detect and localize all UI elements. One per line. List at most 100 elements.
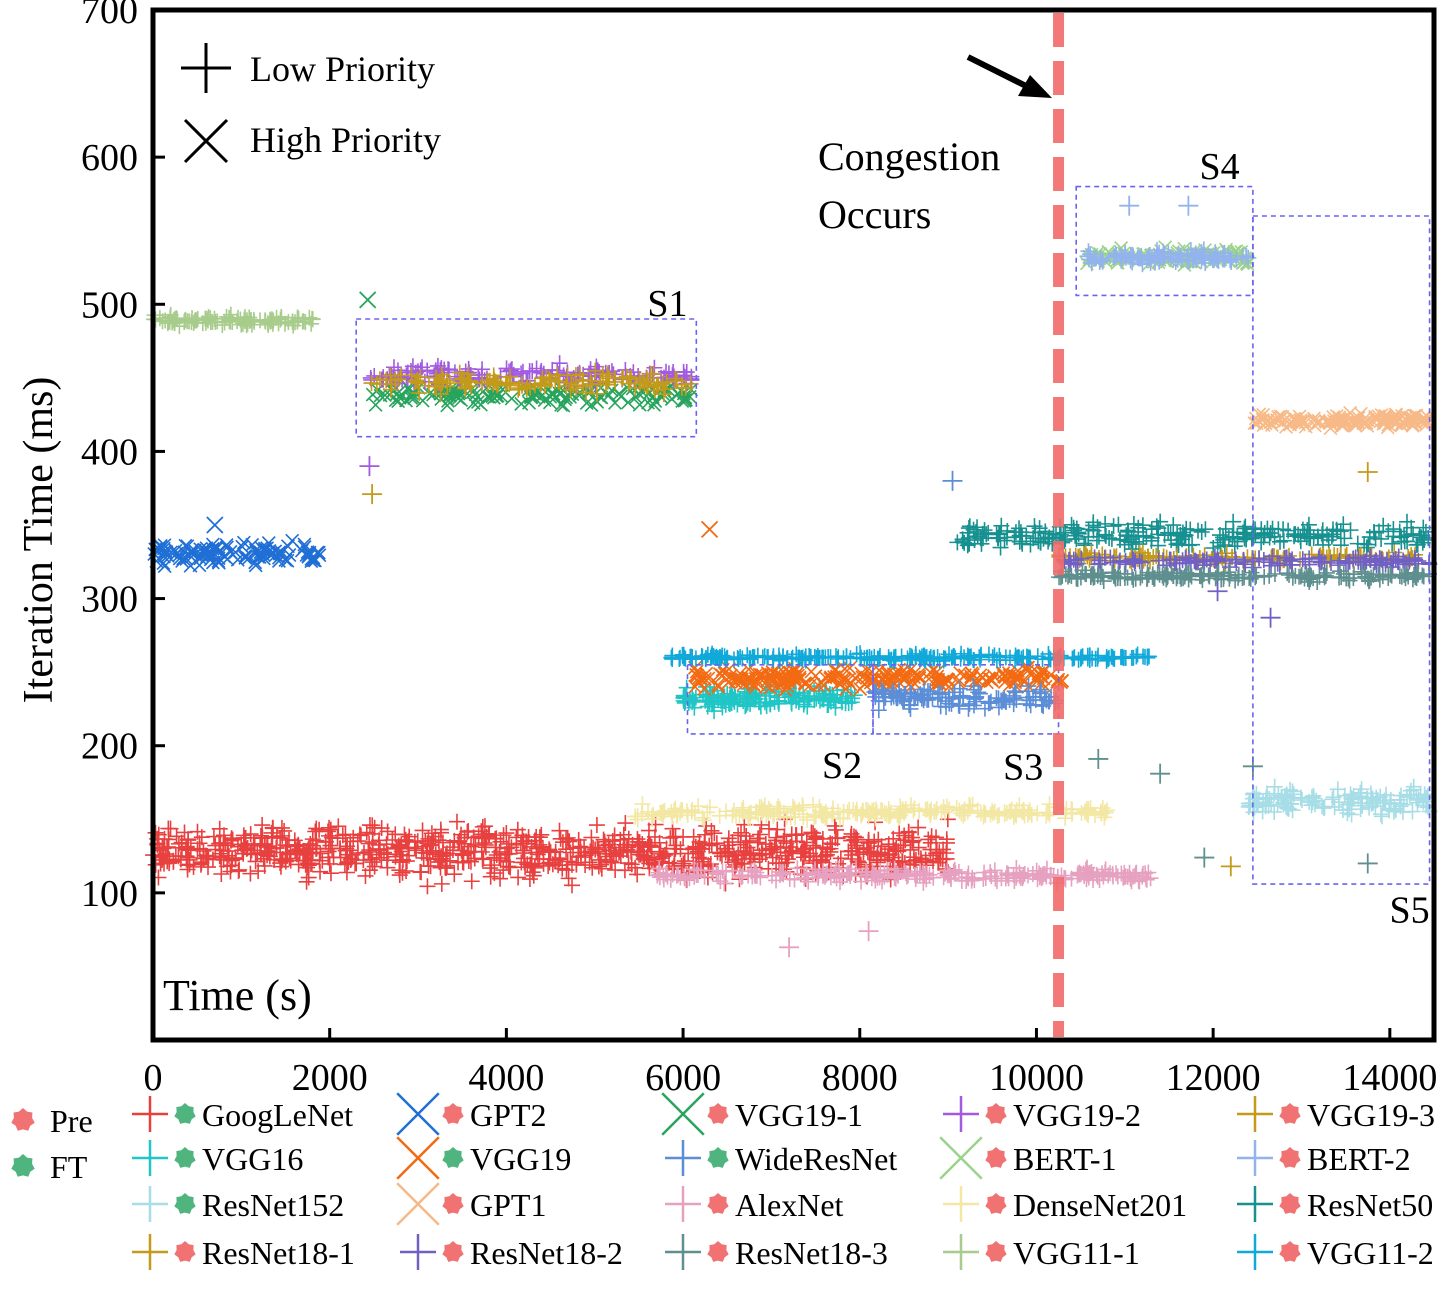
data-point [219, 538, 234, 552]
data-point [243, 842, 260, 859]
data-point [526, 859, 543, 876]
data-point [345, 829, 362, 846]
legend-item-VGG19: VGG19 [396, 1136, 571, 1180]
data-point [584, 398, 599, 413]
data-point [891, 825, 908, 842]
data-point [849, 853, 866, 870]
data-point [320, 843, 337, 860]
x-tick-label: 6000 [645, 1057, 721, 1099]
outlier-point [1207, 581, 1228, 602]
data-point [211, 835, 228, 852]
data-point [938, 834, 955, 851]
data-point [680, 845, 697, 862]
phase-badge-icon [1279, 1147, 1301, 1168]
legend-plus-symbol [943, 1096, 979, 1132]
data-point [446, 866, 463, 883]
legend-x-symbol [396, 1136, 440, 1180]
data-point [147, 824, 164, 841]
legend-plus-symbol [1237, 1186, 1273, 1222]
phase-badge-icon [1279, 1103, 1301, 1124]
data-point [1152, 513, 1169, 530]
data-point [774, 648, 791, 665]
data-point [361, 862, 378, 879]
region-label-S3: S3 [1003, 747, 1043, 789]
phase-badge-icon [442, 1103, 464, 1124]
data-point [415, 849, 432, 866]
legend-item-VGG19-2: VGG19-2 [943, 1096, 1141, 1133]
legend-label: AlexNet [735, 1187, 844, 1223]
data-point [880, 836, 897, 853]
legend-x-symbol [396, 1092, 440, 1136]
data-point [204, 851, 221, 868]
data-point [588, 817, 605, 834]
phase-badge-icon [174, 1193, 196, 1214]
data-point [842, 828, 859, 845]
data-point [364, 854, 381, 871]
phase-badge-icon [707, 1241, 729, 1262]
data-point [433, 875, 450, 892]
high-priority-symbol [183, 118, 229, 164]
data-point [653, 850, 670, 867]
data-point [552, 830, 569, 847]
data-point [706, 825, 723, 842]
legend-item-GPT2: GPT2 [396, 1092, 546, 1136]
data-point [321, 855, 338, 872]
data-point [195, 842, 212, 859]
data-point [905, 849, 922, 866]
data-point [518, 833, 535, 850]
legend-label: VGG11-1 [1013, 1235, 1140, 1271]
phase-legend-ft: FT [50, 1149, 88, 1185]
data-point [476, 835, 493, 852]
outlier-point [359, 456, 380, 477]
data-point [690, 849, 707, 866]
data-point [521, 871, 538, 888]
data-point [379, 859, 396, 876]
data-point [298, 873, 315, 890]
data-point [181, 851, 198, 868]
phase-badge-icon [1279, 1193, 1301, 1214]
outlier-point [1150, 763, 1171, 784]
data-point [583, 829, 600, 846]
data-point [672, 841, 689, 858]
data-point [788, 827, 805, 844]
data-point [600, 836, 617, 853]
legend-item-ResNet50: ResNet50 [1237, 1186, 1433, 1223]
data-point [256, 836, 273, 853]
data-point [272, 855, 289, 872]
legend-label: BERT-2 [1307, 1141, 1411, 1177]
region-label-S5: S5 [1389, 889, 1429, 931]
data-point [1101, 530, 1118, 547]
data-point [724, 834, 741, 851]
data-point [213, 865, 230, 882]
data-point [513, 854, 530, 871]
data-point [476, 818, 493, 835]
data-point [482, 868, 499, 885]
legend-plus-symbol [132, 1234, 168, 1270]
phase-badge-icon [174, 1103, 196, 1124]
data-point [525, 867, 542, 884]
data-point [732, 836, 749, 853]
data-point [1105, 518, 1122, 535]
data-point [477, 836, 494, 853]
legend-low-priority: Low Priority [250, 49, 435, 89]
data-point [355, 852, 372, 869]
outlier-point [942, 470, 963, 491]
x-tick-label: 4000 [468, 1057, 544, 1099]
outlier-point [1178, 195, 1199, 216]
data-point [647, 856, 664, 873]
data-point [179, 849, 196, 866]
legend-item-AlexNet: AlexNet [665, 1186, 844, 1223]
data-point [583, 845, 600, 862]
legend-label: VGG16 [202, 1141, 303, 1177]
data-point [761, 820, 778, 837]
data-point [274, 851, 291, 868]
data-point [632, 846, 649, 863]
data-point [394, 851, 411, 868]
data-point [400, 839, 417, 856]
data-point [339, 838, 356, 855]
legend-plus-symbol [665, 1186, 701, 1222]
legend-item-ResNet152: ResNet152 [132, 1186, 344, 1223]
data-point [593, 860, 610, 877]
data-point [324, 840, 341, 857]
data-point [300, 869, 317, 886]
